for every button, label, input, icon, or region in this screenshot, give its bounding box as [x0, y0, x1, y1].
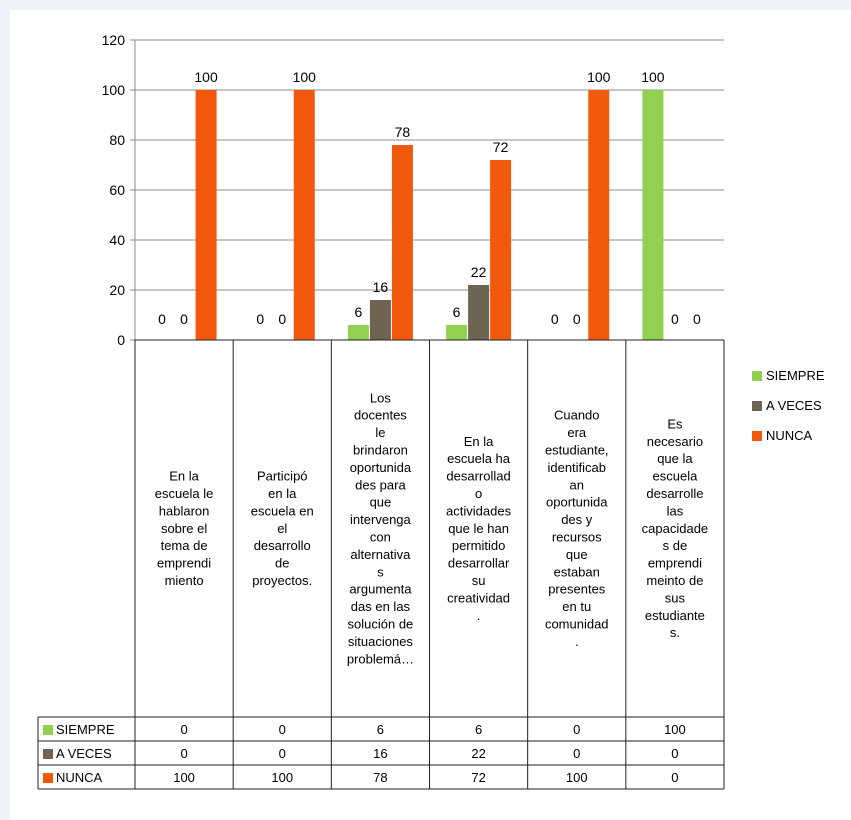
- table-cell: 6: [377, 722, 384, 737]
- table-cell: 16: [373, 746, 387, 761]
- table-cell: 100: [566, 770, 588, 785]
- category-label: Participó en la escuela en el desarrollo de pr…: [251, 469, 314, 588]
- data-label: 6: [355, 304, 363, 320]
- table-legend-key: [43, 725, 53, 735]
- y-tick-label: 0: [117, 332, 125, 348]
- data-label: 6: [453, 304, 461, 320]
- table-cell: 0: [671, 746, 678, 761]
- table-cell: 100: [271, 770, 293, 785]
- data-label: 100: [194, 69, 218, 85]
- y-tick-label: 80: [109, 132, 125, 148]
- table-cell: 0: [573, 722, 580, 737]
- y-tick-label: 20: [109, 282, 125, 298]
- y-tick-label: 120: [102, 32, 126, 48]
- data-label: 72: [493, 139, 509, 155]
- bar: [347, 325, 369, 340]
- table-cell: 100: [664, 722, 686, 737]
- data-label: 0: [256, 311, 264, 327]
- bar: [446, 325, 468, 340]
- table-cell: 72: [471, 770, 485, 785]
- data-label: 100: [293, 69, 317, 85]
- bar: [369, 300, 391, 340]
- table-cell: 6: [475, 722, 482, 737]
- data-table: En la escuela le hablaron sobre el tema de em…: [37, 339, 725, 790]
- category-label: En la escuela ha desarrollad o actividades qu…: [446, 434, 512, 623]
- bar: [588, 90, 610, 340]
- bar: [490, 160, 512, 340]
- data-label: 78: [395, 124, 411, 140]
- table-series-label: NUNCA: [56, 770, 103, 785]
- table-cell: 100: [173, 770, 195, 785]
- table-cell: 0: [180, 746, 187, 761]
- data-label: 16: [373, 279, 389, 295]
- bars: [195, 90, 664, 340]
- table-legend-key: [43, 749, 53, 759]
- category-label: Es necesario que la escuela desarrolle las cap…: [642, 416, 709, 640]
- y-axis-ticks: 0 20 40 60 80 100 120: [102, 32, 135, 348]
- legend-label: A VECES: [766, 398, 822, 413]
- gridlines: [134, 39, 724, 341]
- legend: SIEMPRE A VECES NUNCA: [752, 368, 825, 443]
- legend-label: SIEMPRE: [766, 368, 825, 383]
- bar: [391, 145, 413, 340]
- y-tick-label: 60: [109, 182, 125, 198]
- legend-key: [752, 371, 762, 381]
- y-tick-label: 100: [102, 82, 126, 98]
- data-label: 0: [158, 311, 166, 327]
- legend-label: NUNCA: [766, 428, 813, 443]
- table-cell: 0: [279, 746, 286, 761]
- bar: [642, 90, 664, 340]
- category-label: Cuando era estudiante, identificab an oportun…: [545, 408, 609, 649]
- data-label: 0: [573, 311, 581, 327]
- chart-frame: 0 20 40 60 80 100 120 0 0 100 0 0 100 6 16 78 6 22 72 0 0 10…: [10, 10, 851, 820]
- data-label: 0: [671, 311, 679, 327]
- table-cell: 0: [279, 722, 286, 737]
- table-series-label: A VECES: [56, 746, 112, 761]
- y-tick-label: 40: [109, 232, 125, 248]
- table-cell: 22: [471, 746, 485, 761]
- category-label: Los docentes le brindaron oportunida des para…: [347, 390, 414, 666]
- category-label: En la escuela le hablaron sobre el tema de em…: [155, 469, 214, 588]
- data-label: 100: [641, 69, 665, 85]
- table-series-label: SIEMPRE: [56, 722, 115, 737]
- data-label: 100: [587, 69, 611, 85]
- table-legend-key: [43, 773, 53, 783]
- table-cell: 0: [180, 722, 187, 737]
- table-cell: 0: [573, 746, 580, 761]
- table-cell: 78: [373, 770, 387, 785]
- legend-key: [752, 401, 762, 411]
- data-label: 0: [180, 311, 188, 327]
- data-label: 0: [693, 311, 701, 327]
- bar: [293, 90, 315, 340]
- data-label: 0: [278, 311, 286, 327]
- data-label: 22: [471, 264, 487, 280]
- legend-key: [752, 431, 762, 441]
- bar: [195, 90, 217, 340]
- table-cell: 0: [671, 770, 678, 785]
- bar: [468, 285, 490, 340]
- data-label: 0: [551, 311, 559, 327]
